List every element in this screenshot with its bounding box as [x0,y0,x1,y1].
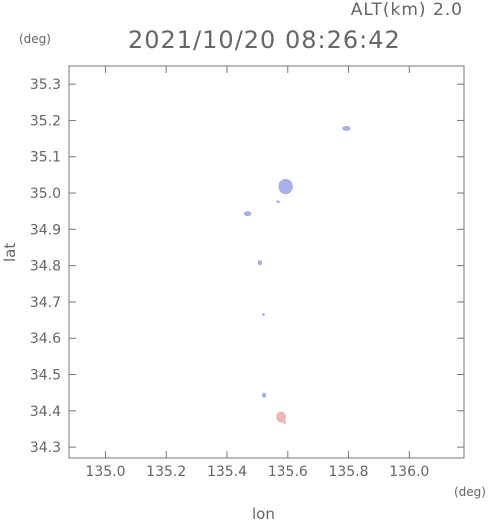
plot-frame [68,65,465,459]
y-tick-label: 35.0 [30,186,61,202]
y-unit-label: (deg) [19,32,51,46]
y-tick-label: 35.2 [30,113,61,129]
x-tick-label: 135.2 [146,464,186,480]
x-tick-label: 136.0 [389,464,429,480]
data-point [276,200,280,204]
altitude-label: ALT(km) 2.0 [350,0,463,20]
x-unit-label: (deg) [454,485,486,499]
y-tick-label: 34.8 [30,259,61,275]
y-tick-label: 34.9 [30,222,61,238]
y-tick-label: 34.6 [30,331,61,347]
y-tick-label: 35.3 [30,77,61,93]
data-point [262,313,265,316]
x-tick-label: 135.0 [85,464,125,480]
x-tick-label: 135.4 [207,464,247,480]
y-tick-label: 35.1 [30,150,61,166]
x-tick-label: 135.8 [328,464,368,480]
data-points [244,125,351,424]
y-axis: 34.3 34.4 34.5 34.6 34.7 34.8 34.9 35.0 35.1 35.2… [30,77,464,456]
y-tick-label: 34.4 [30,404,61,420]
x-tick-label: 135.6 [268,464,308,480]
data-point [276,411,286,423]
x-axis-label: lon [252,505,275,523]
data-point [244,211,252,217]
data-point [342,125,351,131]
y-tick-label: 34.3 [30,440,61,456]
data-point [283,421,287,424]
data-point [278,178,293,195]
data-point [261,392,267,398]
chart-title: 2021/10/20 08:26:42 [128,26,401,54]
x-axis: 135.0 135.2 135.4 135.6 135.8 136.0 [85,66,429,480]
data-point [257,260,262,266]
y-tick-label: 34.7 [30,295,61,311]
y-tick-label: 34.5 [30,368,61,384]
